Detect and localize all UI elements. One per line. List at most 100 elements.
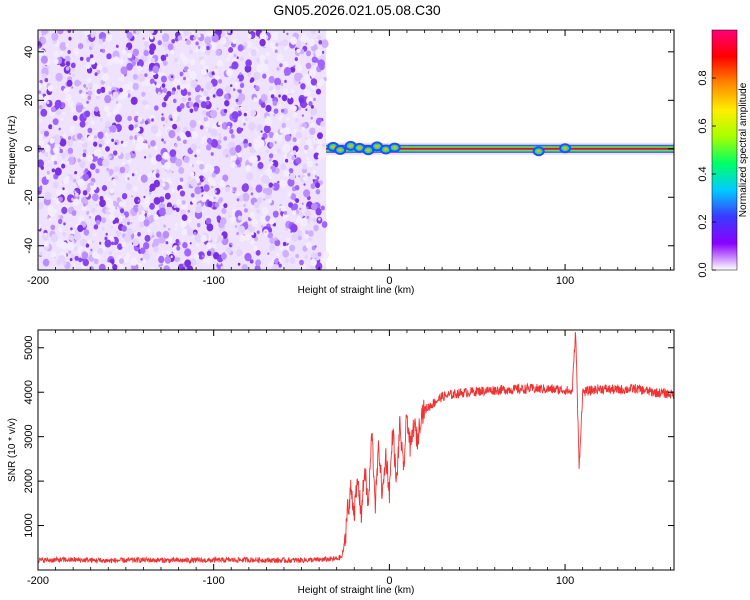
noise-blob — [59, 42, 67, 51]
noise-blob — [278, 263, 282, 268]
noise-blob — [172, 123, 178, 130]
noise-blob — [310, 78, 318, 86]
noise-blob — [134, 231, 138, 236]
noise-blob — [268, 153, 274, 159]
noise-blob — [270, 94, 275, 99]
noise-blob — [130, 96, 138, 105]
noise-blob — [101, 217, 107, 224]
noise-blob — [156, 231, 162, 238]
noise-blob — [317, 252, 322, 257]
noise-blob — [66, 79, 73, 87]
noise-blob — [112, 107, 119, 115]
noise-blob — [304, 255, 308, 259]
noise-blob — [276, 136, 282, 143]
noise-blob — [44, 130, 49, 137]
noise-blob — [180, 87, 188, 97]
noise-blob — [276, 67, 280, 71]
noise-blob — [217, 139, 222, 144]
noise-blob — [189, 32, 192, 35]
noise-blob — [283, 67, 292, 76]
noise-blob — [151, 118, 154, 122]
noise-blob — [189, 71, 197, 80]
noise-blob — [127, 52, 133, 59]
noise-blob — [112, 56, 120, 65]
noise-blob — [179, 131, 186, 140]
noise-blob — [59, 215, 64, 220]
noise-blob — [61, 163, 66, 169]
noise-blob — [154, 105, 159, 111]
noise-blob — [210, 128, 218, 137]
noise-blob — [108, 156, 111, 159]
noise-blob — [304, 210, 311, 218]
noise-blob — [163, 140, 166, 144]
noise-blob — [190, 79, 198, 88]
noise-blob — [145, 195, 150, 202]
y-tick-label: 20 — [23, 94, 35, 106]
noise-blob — [204, 120, 211, 128]
chart-title: GN05.2026.021.05.08.C30 — [273, 2, 441, 18]
noise-blob — [44, 144, 51, 153]
noise-blob — [121, 225, 127, 232]
noise-blob — [274, 237, 278, 241]
noise-blob — [126, 228, 133, 236]
noise-blob — [211, 185, 214, 189]
noise-blob — [77, 133, 83, 140]
noise-blob — [138, 213, 146, 223]
noise-blob — [321, 39, 329, 49]
noise-blob — [105, 33, 113, 42]
noise-blob — [287, 178, 295, 187]
noise-blob — [118, 77, 121, 81]
signal-blob — [383, 148, 389, 152]
noise-blob — [218, 179, 226, 187]
noise-blob — [102, 146, 105, 149]
noise-blob — [97, 131, 104, 139]
x-tick-label: 0 — [386, 575, 392, 587]
noise-blob — [155, 85, 163, 95]
noise-blob — [126, 62, 133, 71]
noise-blob — [275, 31, 279, 35]
noise-blob — [41, 232, 49, 241]
noise-blob — [160, 75, 167, 83]
noise-blob — [313, 97, 316, 102]
y-tick-label: 0 — [23, 146, 35, 152]
noise-blob — [67, 139, 74, 147]
noise-blob — [183, 30, 188, 36]
noise-blob — [164, 256, 172, 264]
noise-blob — [194, 234, 202, 243]
noise-blob — [87, 95, 92, 100]
noise-blob — [165, 241, 169, 245]
noise-blob — [82, 149, 87, 154]
noise-blob — [254, 137, 260, 144]
noise-blob — [306, 206, 309, 210]
noise-blob — [291, 155, 296, 161]
noise-blob — [277, 56, 282, 62]
noise-blob — [73, 47, 80, 55]
noise-blob — [283, 144, 291, 153]
noise-blob — [101, 185, 108, 192]
noise-blob — [78, 89, 83, 94]
colorbar-label: Normalized spectral amplitude — [738, 82, 749, 217]
noise-blob — [65, 87, 70, 93]
noise-blob — [62, 187, 65, 191]
noise-blob — [308, 38, 315, 47]
noise-blob — [46, 170, 50, 175]
noise-blob — [51, 32, 59, 41]
noise-blob — [132, 238, 139, 247]
noise-blob — [70, 253, 76, 260]
noise-blob — [200, 88, 204, 92]
noise-blob — [71, 197, 74, 201]
noise-blob — [72, 73, 75, 77]
noise-blob — [124, 173, 132, 182]
noise-blob — [158, 264, 161, 268]
noise-blob — [236, 56, 239, 59]
noise-blob — [74, 79, 81, 87]
noise-blob — [314, 226, 318, 232]
noise-blob — [271, 161, 274, 165]
noise-blob — [308, 68, 316, 78]
noise-blob — [208, 237, 212, 241]
noise-blob — [116, 102, 122, 110]
noise-blob — [55, 72, 63, 82]
signal-blob — [392, 146, 397, 150]
noise-blob — [119, 166, 126, 174]
noise-blob — [255, 249, 261, 256]
